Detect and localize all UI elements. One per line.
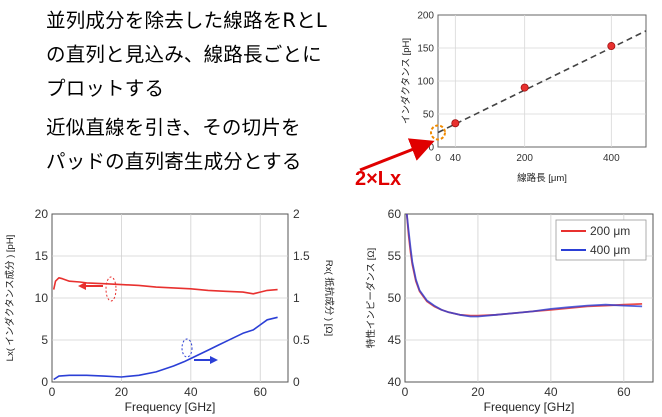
data-point	[607, 42, 616, 51]
legend-label-400: 400 μm	[590, 243, 630, 257]
left-y-tick-label: 10	[35, 291, 49, 305]
description-line-3: プロットする	[46, 77, 165, 100]
x-axis-label: Frequency [GHz]	[125, 400, 216, 414]
right-y-tick-label: 0.5	[293, 333, 310, 347]
right-y-tick-label: 0	[293, 375, 300, 389]
x-tick-label: 0	[402, 385, 409, 399]
x-tick-label: 20	[115, 385, 129, 399]
intercept-callout: 2×Lx	[355, 168, 402, 190]
x-tick-label: 40	[184, 385, 198, 399]
x-axis-label: Frequency [GHz]	[484, 400, 575, 414]
legend-label-200: 200 μm	[590, 224, 630, 238]
y-tick-label: 40	[388, 375, 402, 389]
left-y-tick-label: 15	[35, 249, 49, 263]
series-400um-line	[405, 213, 643, 318]
x-tick-label: 40	[450, 153, 462, 164]
x-tick-label: 0	[49, 385, 56, 399]
description-line-4: 近似直線を引き、その切片を	[46, 116, 301, 139]
y-tick-label: 55	[388, 249, 402, 263]
y-tick-label: 50	[388, 291, 402, 305]
description-line-2: の直列と見込み、線路長ごとに	[46, 43, 322, 66]
y-tick-label: 60	[388, 207, 402, 221]
y-tick-label: 150	[417, 44, 434, 55]
left-y-tick-label: 0	[41, 375, 48, 389]
right-y-tick-label: 2	[293, 207, 300, 221]
x-tick-label: 60	[617, 385, 631, 399]
description-line-5: パッドの直列寄生成分とする	[46, 150, 302, 173]
x-tick-label: 40	[544, 385, 558, 399]
x-tick-label: 60	[254, 385, 268, 399]
rx-annotation-ellipse	[181, 338, 193, 358]
y-tick-label: 200	[417, 11, 434, 22]
right-y-axis-label: Rx( 抵抗成分 ) [Ω]	[323, 260, 335, 336]
left-y-axis-label: Lx( インダクタンス成分 ) [pH]	[4, 235, 16, 362]
x-tick-label: 20	[471, 385, 485, 399]
description-line-1: 並列成分を除去した線路をRとL	[46, 9, 327, 32]
rx-axis-arrowhead	[210, 356, 218, 364]
data-point	[520, 83, 529, 92]
y-tick-label: 50	[423, 110, 435, 121]
lx-series-line	[52, 277, 278, 295]
left-y-tick-label: 20	[35, 207, 49, 221]
lx-annotation-ellipse	[105, 276, 117, 302]
x-axis-label: 線路長 [μm]	[517, 172, 567, 184]
callout-arrow	[359, 138, 435, 172]
right-y-tick-label: 1.5	[293, 249, 310, 263]
rx-series-line	[53, 316, 278, 381]
x-tick-label: 200	[516, 153, 533, 164]
lx-axis-arrowhead	[78, 282, 86, 290]
y-axis-label: インダクタンス [pH]	[400, 38, 412, 124]
x-tick-label: 400	[603, 153, 620, 164]
intercept-marker	[430, 124, 446, 141]
y-tick-label: 100	[417, 77, 434, 88]
y-tick-label: 45	[388, 333, 402, 347]
left-y-tick-label: 5	[41, 333, 48, 347]
x-tick-label: 0	[435, 153, 441, 164]
data-point	[451, 119, 460, 128]
legend: 200 μm 400 μm	[555, 219, 647, 261]
y-axis-label: 特性インピーダンス [Ω]	[365, 248, 377, 348]
right-y-tick-label: 1	[293, 291, 300, 305]
